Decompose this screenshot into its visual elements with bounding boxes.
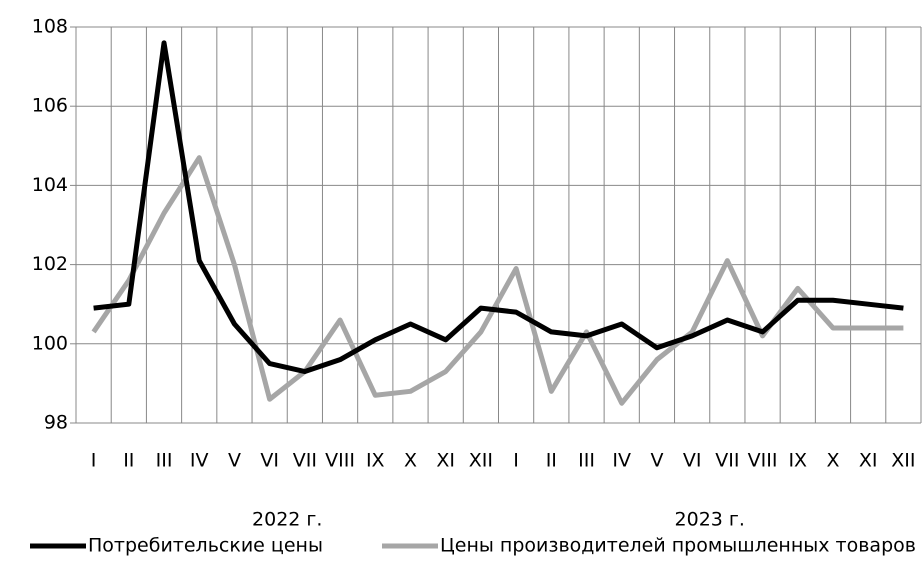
x-tick-label: V — [650, 450, 663, 472]
legend-label: Цены производителей промышленных товаров — [440, 535, 916, 557]
legend-label: Потребительские цены — [88, 535, 323, 557]
x-tick-label: IX — [366, 450, 385, 472]
x-tick-label: I — [513, 450, 519, 472]
y-tick-label: 100 — [32, 332, 68, 354]
series-line — [93, 40, 904, 375]
x-tick-label: XI — [859, 450, 878, 472]
x-tick-label: IV — [612, 450, 631, 472]
x-tick-label: IV — [190, 450, 209, 472]
x-tick-label: XII — [469, 450, 493, 472]
x-tick-label: VI — [260, 450, 279, 472]
y-tick-label: 106 — [32, 95, 68, 117]
x-tick-label: II — [123, 450, 134, 472]
x-tick-label: V — [228, 450, 241, 472]
y-tick-label: 104 — [32, 174, 68, 196]
x-tick-label: VIII — [748, 450, 778, 472]
group-label: 2022 г. — [252, 509, 322, 531]
x-tick-label: VIII — [325, 450, 355, 472]
group-label: 2023 г. — [675, 509, 745, 531]
y-tick-label: 102 — [32, 253, 68, 275]
x-tick-label: VI — [683, 450, 702, 472]
x-tick-label: XII — [891, 450, 915, 472]
x-tick-label: X — [404, 450, 417, 472]
y-tick-label: 98 — [44, 412, 68, 434]
x-tick-label: III — [578, 450, 595, 472]
x-tick-label: VII — [293, 450, 317, 472]
x-tick-label: VII — [715, 450, 739, 472]
x-tick-label: I — [91, 450, 97, 472]
y-tick-label: 108 — [32, 16, 68, 38]
x-tick-label: II — [546, 450, 557, 472]
x-tick-label: XI — [436, 450, 455, 472]
x-tick-label: III — [156, 450, 173, 472]
x-tick-label: X — [826, 450, 839, 472]
x-tick-label: IX — [788, 450, 807, 472]
